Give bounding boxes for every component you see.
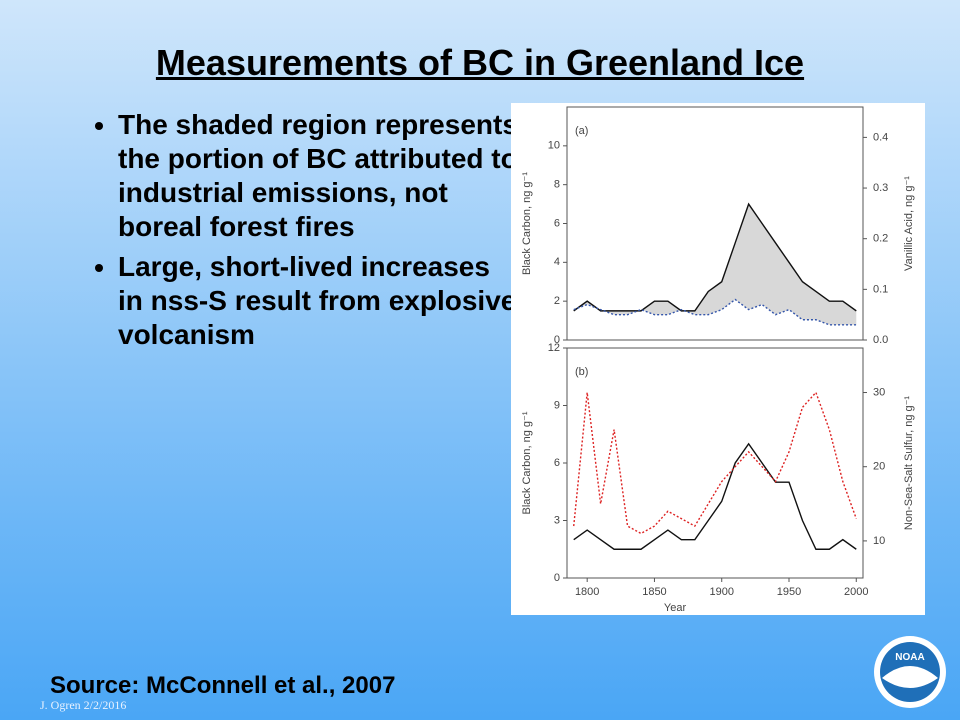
- logo-bird: [882, 666, 938, 688]
- y-tick-label: 3: [554, 514, 560, 526]
- y2-tick-label: 0.1: [873, 283, 888, 295]
- source: Source: McConnell et al., 2007: [50, 672, 396, 699]
- y2-tick-label: 30: [873, 386, 885, 398]
- bullet-list: The shaded region represents the portion…: [80, 108, 518, 358]
- x-tick-label: 1900: [709, 586, 733, 598]
- y-tick-label: 10: [548, 140, 560, 152]
- y-tick-label: 6: [554, 457, 560, 469]
- y-tick-label: 6: [554, 217, 560, 229]
- series-line: [573, 391, 857, 535]
- slide-title: Measurements of BC in Greenland Ice: [155, 42, 805, 83]
- figure-bg: [511, 103, 925, 615]
- bullet: The shaded region represents the portion…: [118, 108, 518, 244]
- x-tick-label: 1800: [575, 586, 599, 598]
- y2-axis-label: Non-Sea-Salt Sulfur, ng g⁻¹: [903, 396, 915, 531]
- y2-axis-label: Vanillic Acid, ng g⁻¹: [903, 176, 915, 271]
- y-axis-label: Black Carbon, ng g⁻¹: [521, 172, 533, 275]
- shaded-region: [573, 204, 857, 325]
- y-tick-label: 12: [548, 342, 560, 354]
- y-tick-label: 2: [554, 295, 560, 307]
- series-line: [573, 442, 857, 550]
- y-tick-label: 0: [554, 334, 560, 346]
- y-tick-label: 9: [554, 399, 560, 411]
- y-axis-label: Black Carbon, ng g⁻¹: [521, 411, 533, 514]
- series-line: [573, 202, 857, 312]
- y2-tick-label: 0.3: [873, 182, 888, 194]
- y2-tick-label: 0.4: [873, 131, 888, 143]
- y2-tick-label: 20: [873, 461, 885, 473]
- footer: J. Ogren 2/2/2016: [40, 698, 127, 712]
- y2-tick-label: 10: [873, 535, 885, 547]
- x-axis-label: Year: [664, 602, 687, 614]
- series-line: [573, 298, 857, 326]
- y2-tick-label: 0.2: [873, 233, 888, 245]
- y-tick-label: 8: [554, 179, 560, 191]
- x-tick-label: 1950: [777, 586, 801, 598]
- panel-label: (b): [575, 366, 588, 378]
- x-tick-label: 1850: [642, 586, 666, 598]
- x-tick-label: 2000: [844, 586, 868, 598]
- logo: NOAA: [874, 636, 946, 708]
- logo-text: NOAA: [895, 652, 924, 663]
- y2-tick-label: 0.0: [873, 334, 888, 346]
- y-tick-label: 0: [554, 572, 560, 584]
- panel-label: (a): [575, 125, 588, 137]
- y-tick-label: 4: [554, 256, 560, 268]
- figure: 0 2 4 6 8 10 0.0 0.1 0.2 0.3 0.4 Black Carbon, ng g…: [511, 103, 925, 615]
- bullet: Large, short-lived increases in nss-S re…: [118, 250, 518, 352]
